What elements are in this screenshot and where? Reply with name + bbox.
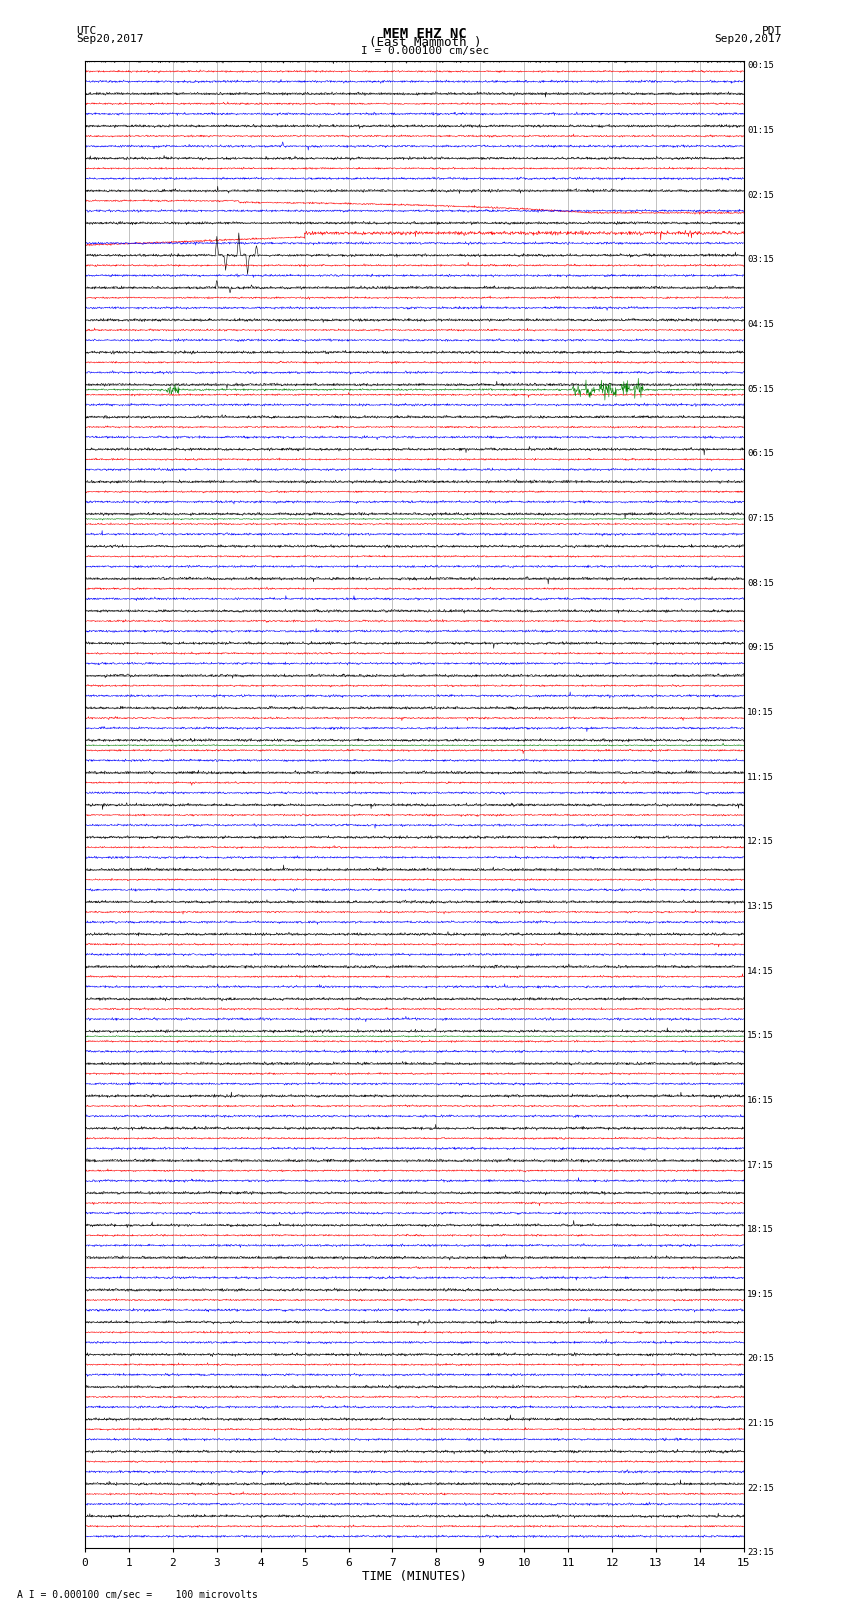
Text: 15:15: 15:15: [747, 1031, 774, 1040]
Text: 14:15: 14:15: [747, 966, 774, 976]
X-axis label: TIME (MINUTES): TIME (MINUTES): [362, 1571, 467, 1584]
Text: PDT: PDT: [762, 26, 782, 35]
Text: 19:15: 19:15: [747, 1290, 774, 1298]
Text: 05:15: 05:15: [747, 384, 774, 394]
Text: 04:15: 04:15: [747, 319, 774, 329]
Text: 08:15: 08:15: [747, 579, 774, 587]
Text: 03:15: 03:15: [747, 255, 774, 265]
Text: Sep20,2017: Sep20,2017: [76, 34, 144, 44]
Text: 00:15: 00:15: [747, 61, 774, 71]
Text: I = 0.000100 cm/sec: I = 0.000100 cm/sec: [361, 45, 489, 56]
Text: 10:15: 10:15: [747, 708, 774, 716]
Text: 09:15: 09:15: [747, 644, 774, 652]
Text: 21:15: 21:15: [747, 1419, 774, 1428]
Text: 13:15: 13:15: [747, 902, 774, 911]
Text: 12:15: 12:15: [747, 837, 774, 847]
Text: UTC: UTC: [76, 26, 97, 35]
Text: 17:15: 17:15: [747, 1160, 774, 1169]
Text: 16:15: 16:15: [747, 1095, 774, 1105]
Text: MEM EHZ NC: MEM EHZ NC: [383, 26, 467, 40]
Text: 23:15: 23:15: [747, 1548, 774, 1558]
Text: 07:15: 07:15: [747, 515, 774, 523]
Text: 11:15: 11:15: [747, 773, 774, 782]
Text: 20:15: 20:15: [747, 1355, 774, 1363]
Text: 22:15: 22:15: [747, 1484, 774, 1492]
Text: (East Mammoth ): (East Mammoth ): [369, 37, 481, 50]
Text: 06:15: 06:15: [747, 450, 774, 458]
Text: Sep20,2017: Sep20,2017: [715, 34, 782, 44]
Text: 01:15: 01:15: [747, 126, 774, 135]
Text: A I = 0.000100 cm/sec =    100 microvolts: A I = 0.000100 cm/sec = 100 microvolts: [17, 1590, 258, 1600]
Text: 18:15: 18:15: [747, 1226, 774, 1234]
Text: 02:15: 02:15: [747, 190, 774, 200]
